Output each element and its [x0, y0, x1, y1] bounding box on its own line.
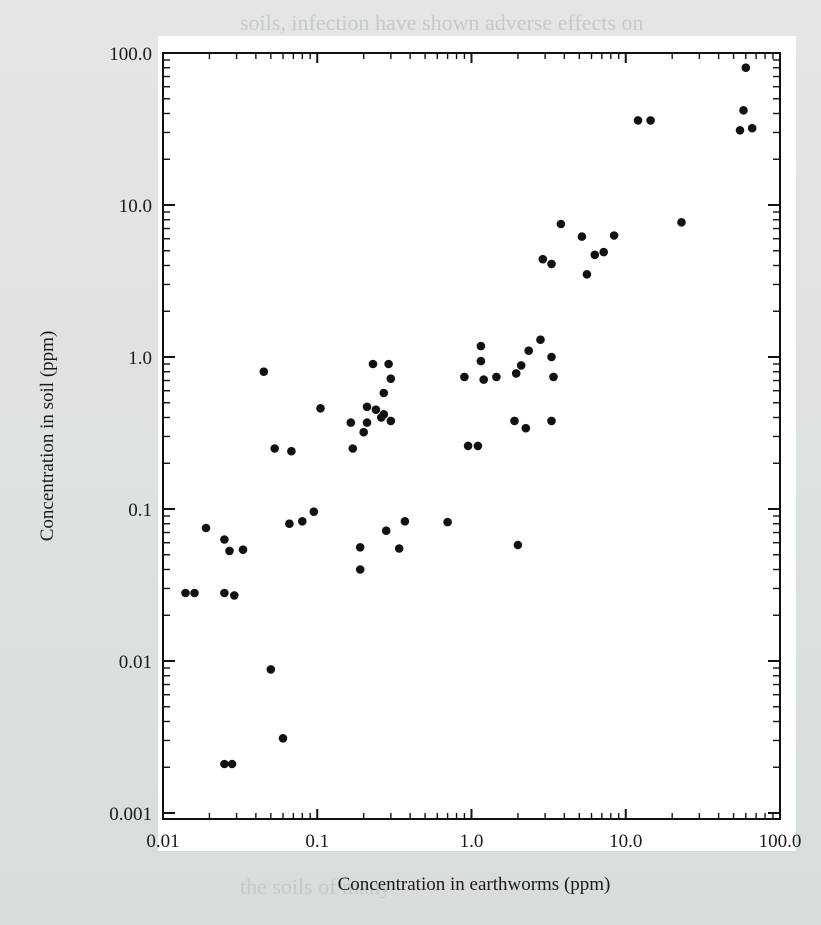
x-tick-label: 100.0	[759, 831, 802, 852]
data-point	[739, 106, 748, 115]
data-point	[371, 405, 381, 415]
data-point	[394, 544, 404, 553]
y-tick-label: 1.0	[128, 348, 152, 369]
y-tick-label: 0.01	[119, 652, 152, 673]
data-point	[201, 523, 211, 533]
data-point	[362, 418, 372, 427]
data-point	[298, 517, 307, 526]
data-point	[181, 588, 190, 598]
data-point	[577, 232, 587, 241]
data-point	[510, 416, 519, 426]
data-point	[359, 427, 369, 437]
data-point	[513, 540, 523, 550]
data-point	[346, 418, 356, 427]
data-point	[266, 665, 276, 674]
y-axis-tick-labels: 0.001 0.01 0.1 1.0 10.0 100.0	[109, 44, 152, 825]
data-point	[599, 247, 608, 257]
y-tick-label: 100.0	[109, 44, 152, 65]
y-tick-label: 0.1	[128, 500, 152, 521]
data-point	[473, 441, 483, 451]
data-point	[549, 372, 558, 382]
data-point	[492, 372, 501, 382]
data-point	[259, 367, 269, 377]
data-point	[463, 441, 473, 451]
data-point	[547, 416, 556, 426]
data-point	[547, 352, 556, 362]
data-point	[460, 372, 469, 382]
data-point	[348, 444, 358, 453]
data-point	[582, 270, 592, 279]
x-axis-title: Concentration in earthworms (ppm)	[338, 874, 611, 895]
data-point	[677, 218, 686, 227]
x-axis-tick-labels: 0.01 0.1 1.0 10.0 100.0	[146, 831, 801, 852]
data-point	[741, 63, 751, 72]
y-tick-label: 10.0	[119, 196, 152, 217]
data-point	[386, 374, 396, 384]
data-point	[443, 517, 452, 527]
data-point	[227, 759, 237, 769]
y-axis-ticks	[163, 52, 780, 814]
data-point	[646, 116, 655, 125]
data-point	[476, 356, 486, 366]
x-tick-label: 0.1	[305, 831, 329, 852]
data-point	[379, 410, 389, 419]
data-point	[278, 734, 288, 743]
data-point	[287, 446, 296, 456]
data-point	[400, 517, 410, 526]
data-point	[362, 402, 372, 412]
data-point	[309, 507, 319, 516]
data-point	[190, 588, 199, 598]
data-point	[220, 588, 229, 598]
data-point	[379, 388, 389, 398]
x-tick-label: 1.0	[460, 831, 484, 852]
data-point	[735, 126, 745, 135]
data-point	[355, 543, 365, 552]
data-point	[747, 123, 757, 133]
data-point	[316, 404, 325, 413]
data-point	[590, 250, 600, 260]
y-axis-title: Concentration in soil (ppm)	[37, 331, 58, 542]
data-point	[476, 341, 486, 351]
data-point	[633, 116, 643, 125]
data-point	[384, 359, 393, 369]
data-point	[609, 231, 619, 240]
data-point	[270, 444, 280, 453]
data-point	[220, 759, 229, 769]
data-point	[479, 375, 489, 384]
data-point	[355, 565, 365, 574]
data-point	[368, 359, 378, 369]
data-point	[225, 546, 234, 556]
data-point	[285, 519, 294, 528]
data-point	[536, 335, 545, 345]
data-point	[556, 219, 566, 229]
data-point	[511, 369, 521, 378]
data-point	[386, 416, 396, 426]
data-point	[220, 535, 229, 544]
y-tick-label: 0.001	[109, 804, 152, 825]
data-point	[538, 254, 548, 264]
data-point	[521, 423, 531, 433]
x-tick-label: 10.0	[609, 831, 642, 852]
x-tick-label: 0.01	[146, 831, 179, 852]
data-point	[230, 591, 239, 600]
data-points	[181, 63, 757, 769]
data-point	[516, 361, 526, 370]
data-point	[238, 545, 248, 554]
data-point	[547, 259, 556, 269]
data-point	[524, 346, 533, 356]
data-point	[381, 526, 391, 535]
